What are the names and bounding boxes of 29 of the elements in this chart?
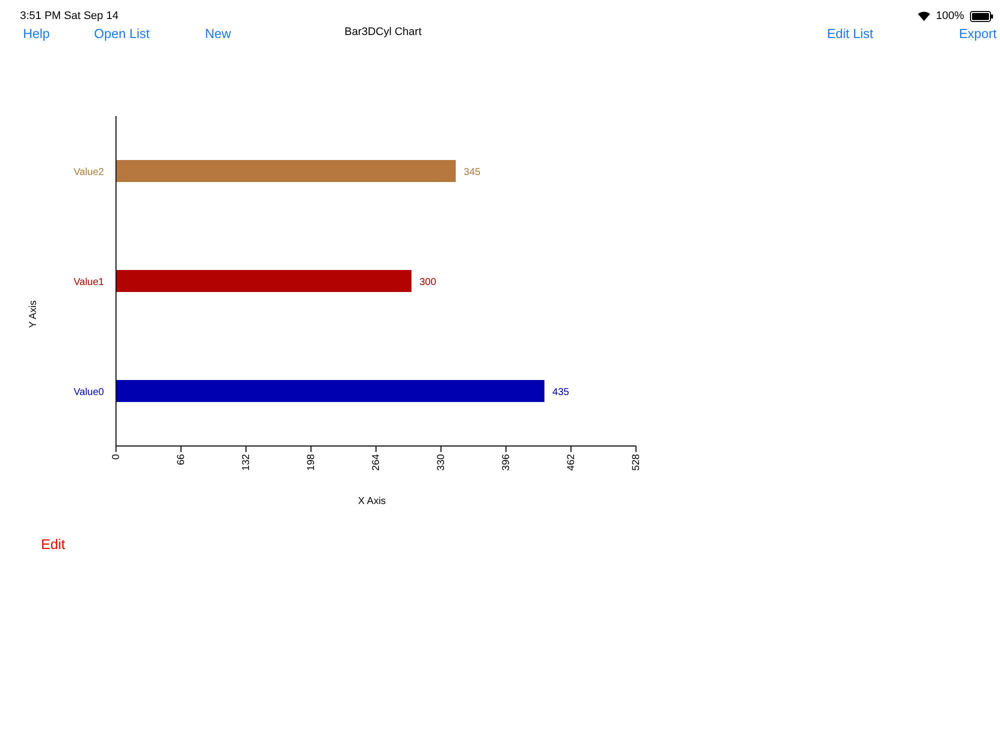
bar: [116, 380, 544, 402]
x-tick-label: 330: [436, 454, 448, 471]
y-tick-label: Value2: [74, 167, 104, 178]
x-tick-label: 396: [501, 454, 512, 471]
x-tick-label: 264: [371, 454, 382, 471]
data-label: 345: [464, 167, 481, 178]
x-tick-label: 528: [631, 454, 642, 471]
text: Export: [959, 26, 997, 41]
y-tick-label: Value0: [74, 387, 104, 398]
x-tick-label: 462: [566, 454, 578, 471]
data-label: 435: [552, 387, 570, 398]
text: 3:51 PM Sat Sep 14: [20, 10, 118, 22]
x-tick-label: 0: [111, 454, 122, 460]
data-label: 300: [419, 277, 437, 288]
x-tick-label: 66: [176, 454, 188, 466]
x-tick-label: 198: [306, 454, 318, 471]
x-axis-title: X Axis: [358, 496, 386, 507]
text: New: [205, 26, 232, 41]
bar: [116, 160, 456, 182]
text: 100%: [936, 10, 964, 22]
x-tick-label: 132: [241, 454, 252, 471]
text: Edit List: [827, 26, 874, 41]
bar: [116, 270, 412, 292]
y-tick-label: Value1: [74, 277, 104, 288]
text: Edit: [41, 536, 66, 552]
y-axis-title: Y Axis: [28, 300, 39, 328]
text: Help: [23, 26, 50, 41]
chart-title: Bar3DCyl Chart: [344, 26, 422, 38]
text: Open List: [94, 26, 150, 41]
